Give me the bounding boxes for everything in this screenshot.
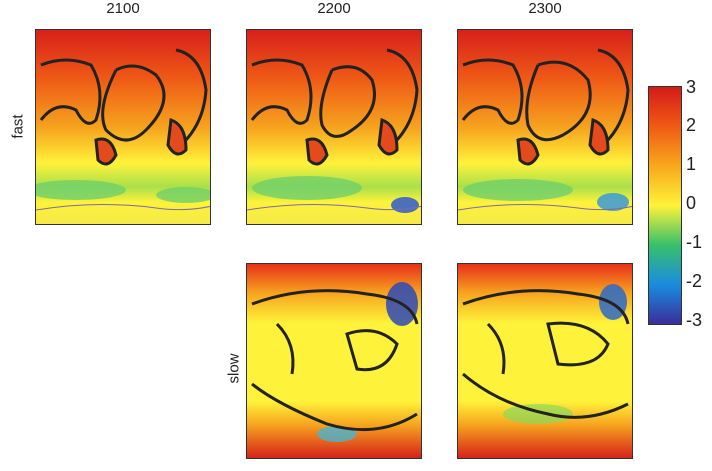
column-title-2200: 2200	[317, 0, 351, 17]
colorbar-tick-minus-1: -1	[686, 232, 703, 252]
colorbar-tick-1: 1	[686, 154, 697, 174]
row-label-slow: slow	[225, 353, 243, 384]
column-title-2100: 2100	[106, 0, 140, 17]
column-title-2300: 2300	[528, 0, 562, 17]
colorbar-tick-3: 3	[686, 77, 697, 97]
panel-fast-2200	[246, 29, 422, 225]
panel-slow-2200	[246, 263, 422, 459]
colorbar-tick-minus-2: -2	[686, 271, 703, 291]
row-label-fast: fast	[9, 114, 27, 139]
colorbar-tick-minus-3: -3	[686, 310, 703, 330]
panel-slow-2300	[457, 263, 633, 459]
colorbar-tick-0: 0	[686, 193, 697, 213]
colorbar	[648, 86, 682, 325]
map-fast-2200	[247, 30, 421, 224]
map-slow-2200	[247, 264, 421, 458]
map-fast-2300	[458, 30, 632, 224]
panel-fast-2100	[35, 29, 211, 225]
panel-fast-2300	[457, 29, 633, 225]
colorbar-tick-2: 2	[686, 115, 697, 135]
map-slow-2300	[458, 264, 632, 458]
map-fast-2100	[36, 30, 210, 224]
